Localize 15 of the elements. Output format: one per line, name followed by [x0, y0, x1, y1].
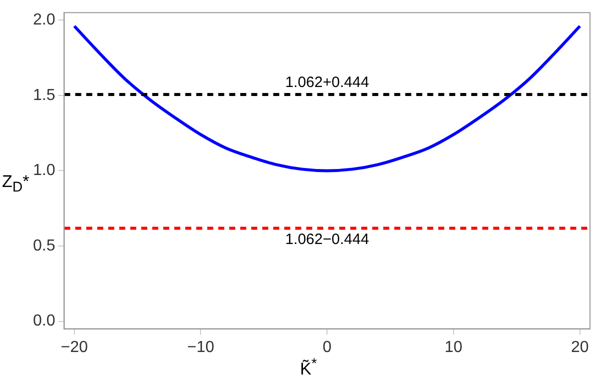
y-tick-label: 2.0 [32, 12, 56, 29]
y-axis-title: Z$_{D}$* [2, 172, 30, 196]
x-tick-label: −20 [60, 338, 88, 356]
annotation: 1.062+0.444 [285, 74, 370, 92]
y-tick-label: 0.0 [32, 312, 56, 330]
x-tick-label: −10 [187, 338, 214, 356]
y-tick-label: 1.0 [32, 162, 56, 180]
y-tick-label: 0.5 [32, 237, 56, 254]
x-tick-label: 20 [570, 338, 589, 356]
annotation: 1.062−0.444 [285, 230, 370, 248]
y-tick-label: 1.5 [32, 86, 56, 104]
x-tick-label: 0 [322, 338, 332, 356]
x-tick-label: 10 [444, 338, 463, 356]
x-axis-title: K̃$^{*}$ [300, 356, 317, 380]
line-series [72, 24, 582, 172]
